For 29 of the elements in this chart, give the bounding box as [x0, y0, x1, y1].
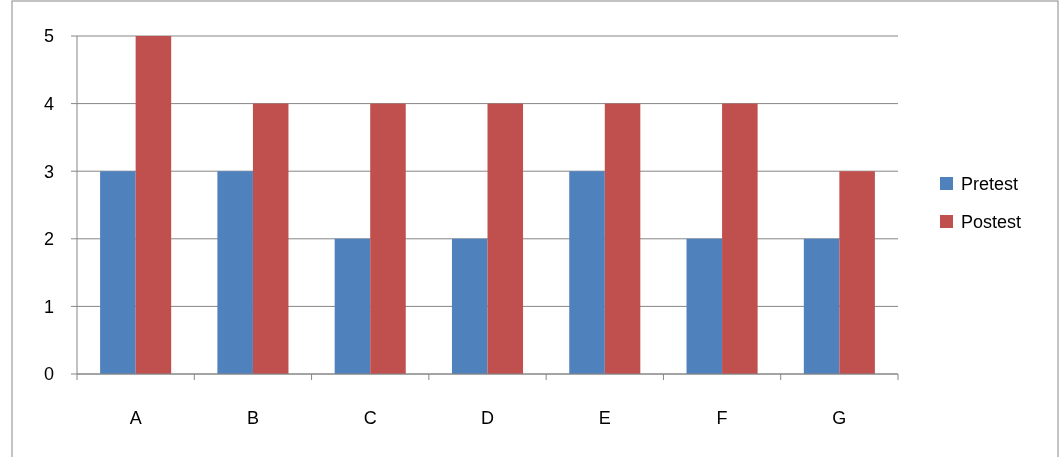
bar: [100, 171, 136, 374]
y-tick-label: 3: [43, 161, 55, 182]
legend-label: Pretest: [961, 174, 1019, 195]
bar: [252, 103, 289, 374]
bar: [569, 171, 605, 374]
x-tick-label: A: [129, 408, 142, 428]
y-tick-label: 5: [43, 26, 55, 47]
bar: [839, 171, 875, 374]
y-tick-label: 1: [43, 296, 55, 317]
legend-label: Postest: [961, 212, 1022, 233]
bar: [686, 238, 723, 374]
bar: [370, 103, 406, 374]
bar: [451, 238, 488, 374]
y-tick-label: 4: [43, 93, 55, 114]
bar: [803, 238, 840, 374]
bar: [334, 238, 371, 374]
bar: [217, 171, 253, 374]
x-tick-label: C: [363, 408, 377, 428]
x-tick-label: G: [832, 408, 847, 428]
x-tick-label: E: [598, 408, 611, 428]
x-tick-label: F: [716, 408, 728, 428]
y-tick-label: 0: [43, 364, 55, 385]
x-tick-label: D: [481, 408, 494, 428]
bar: [722, 103, 758, 374]
bar: [135, 36, 172, 374]
y-tick-label: 2: [43, 229, 55, 250]
bar: [604, 103, 641, 374]
x-tick-label: B: [246, 408, 259, 428]
bar: [487, 103, 524, 374]
